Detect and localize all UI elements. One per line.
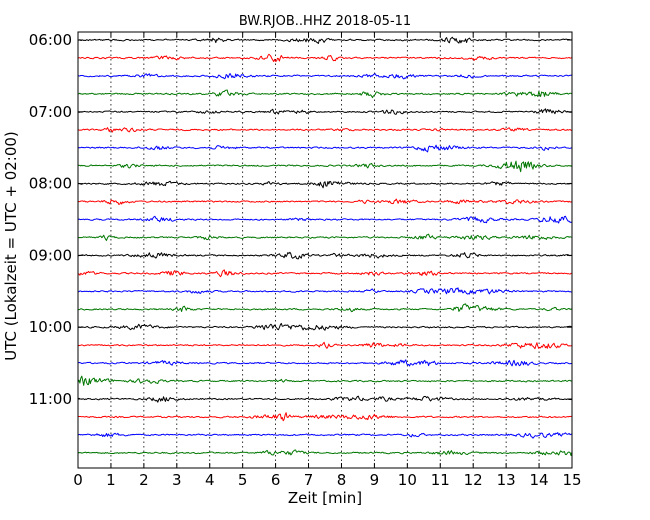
- x-tick-label-11: 11: [431, 471, 450, 489]
- trace-17: [77, 341, 573, 350]
- y-tick-label-16: 10:00: [29, 318, 72, 336]
- trace-19: [77, 375, 572, 386]
- trace-4: [77, 108, 573, 115]
- trace-10: [77, 215, 573, 224]
- trace-1: [77, 53, 573, 63]
- x-tick-label-1: 1: [106, 471, 116, 489]
- x-tick-label-2: 2: [139, 471, 149, 489]
- trace-16: [77, 322, 573, 331]
- trace-22: [77, 432, 573, 439]
- trace-15: [77, 303, 573, 313]
- y-axis: 06:00 07:00 08:00 09:00 10:00 11:00: [29, 31, 572, 408]
- trace-2: [77, 73, 573, 80]
- x-tick-label-0: 0: [73, 471, 83, 489]
- trace-0: [77, 36, 573, 44]
- trace-12: [77, 251, 573, 260]
- trace-7: [77, 160, 573, 173]
- chart-title: BW.RJOB..HHZ 2018-05-11: [239, 14, 411, 29]
- trace-18: [77, 359, 573, 367]
- y-tick-label-20: 11:00: [29, 390, 72, 408]
- x-tick-label-3: 3: [172, 471, 182, 489]
- trace-14: [77, 287, 573, 295]
- grid-layer: [110, 32, 540, 468]
- y-tick-label-0: 06:00: [29, 31, 72, 49]
- trace-11: [77, 233, 573, 241]
- x-tick-label-4: 4: [205, 471, 215, 489]
- y-tick-label-8: 08:00: [29, 175, 72, 193]
- x-tick-label-7: 7: [304, 471, 314, 489]
- x-tick-label-15: 15: [562, 471, 581, 489]
- trace-6: [77, 144, 573, 153]
- x-tick-label-5: 5: [238, 471, 248, 489]
- trace-23: [77, 449, 573, 457]
- x-tick-label-13: 13: [497, 471, 516, 489]
- plot-frame: [77, 31, 573, 469]
- x-tick-label-8: 8: [337, 471, 347, 489]
- trace-8: [77, 180, 573, 189]
- x-tick-label-12: 12: [464, 471, 483, 489]
- trace-21: [77, 412, 573, 422]
- y-tick-label-12: 09:00: [29, 246, 72, 264]
- x-axis: 0 1 2 3 4 5 6 7 8 9 10 11 12 13 14 15: [73, 32, 582, 489]
- x-tick-label-14: 14: [530, 471, 549, 489]
- x-tick-label-10: 10: [398, 471, 417, 489]
- x-axis-label: Zeit [min]: [288, 489, 362, 507]
- x-tick-label-6: 6: [271, 471, 281, 489]
- x-tick-label-9: 9: [370, 471, 380, 489]
- trace-layer: [77, 36, 573, 457]
- trace-20: [77, 395, 573, 403]
- trace-13: [77, 269, 573, 278]
- y-axis-label: UTC (Lokalzeit = UTC + 02:00): [2, 131, 20, 361]
- y-tick-label-4: 07:00: [29, 103, 72, 121]
- trace-3: [77, 89, 573, 99]
- trace-9: [77, 198, 573, 205]
- trace-5: [77, 127, 573, 133]
